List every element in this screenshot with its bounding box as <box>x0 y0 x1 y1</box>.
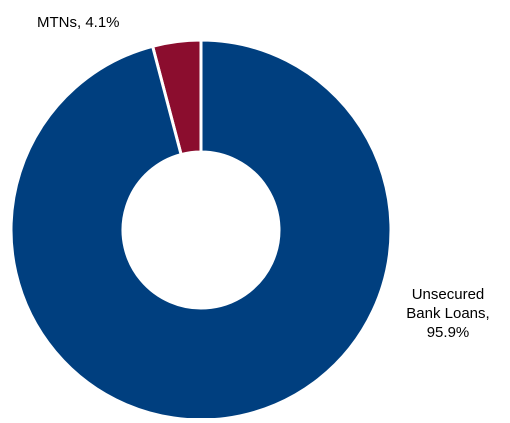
data-label-unsecured-line3: 95.9% <box>426 324 470 341</box>
data-label-unsecured-line2: Bank Loans, <box>406 305 490 322</box>
data-label-unsecured-bank-loans: Unsecured Bank Loans, 95.9% <box>386 285 510 342</box>
data-label-mtns: MTNs, 4.1% <box>37 14 120 31</box>
donut-slice-unsecured-bank-loans <box>9 38 393 422</box>
data-label-unsecured-line1: Unsecured <box>411 286 485 303</box>
